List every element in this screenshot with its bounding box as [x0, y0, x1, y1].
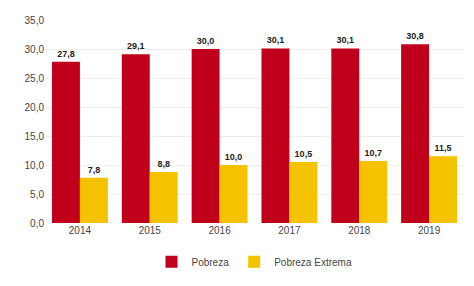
svg-text:2019: 2019 — [418, 225, 441, 236]
svg-text:2017: 2017 — [278, 225, 301, 236]
svg-text:30,8: 30,8 — [406, 31, 424, 41]
svg-text:10,7: 10,7 — [364, 148, 382, 158]
svg-text:7,8: 7,8 — [88, 165, 101, 175]
svg-text:30,1: 30,1 — [267, 35, 285, 45]
svg-text:30,0: 30,0 — [25, 44, 45, 55]
svg-text:10,0: 10,0 — [25, 160, 45, 171]
svg-text:2014: 2014 — [69, 225, 92, 236]
svg-text:Pobreza: Pobreza — [192, 257, 230, 268]
svg-text:2015: 2015 — [139, 225, 162, 236]
svg-text:29,1: 29,1 — [127, 41, 145, 51]
svg-text:20,0: 20,0 — [25, 102, 45, 113]
svg-text:30,1: 30,1 — [337, 35, 355, 45]
svg-text:15,0: 15,0 — [25, 131, 45, 142]
svg-text:2018: 2018 — [348, 225, 371, 236]
svg-text:30,0: 30,0 — [197, 36, 215, 46]
svg-text:0,0: 0,0 — [30, 218, 44, 229]
svg-text:Pobreza Extrema: Pobreza Extrema — [274, 257, 352, 268]
svg-text:27,8: 27,8 — [57, 49, 75, 59]
svg-text:25,0: 25,0 — [25, 73, 45, 84]
svg-text:5,0: 5,0 — [30, 189, 44, 200]
svg-text:11,5: 11,5 — [435, 143, 452, 153]
svg-text:10,5: 10,5 — [295, 149, 313, 159]
svg-text:8,8: 8,8 — [157, 159, 170, 169]
svg-text:10,0: 10,0 — [225, 152, 243, 162]
svg-text:2016: 2016 — [208, 225, 231, 236]
svg-text:35,0: 35,0 — [25, 15, 45, 26]
